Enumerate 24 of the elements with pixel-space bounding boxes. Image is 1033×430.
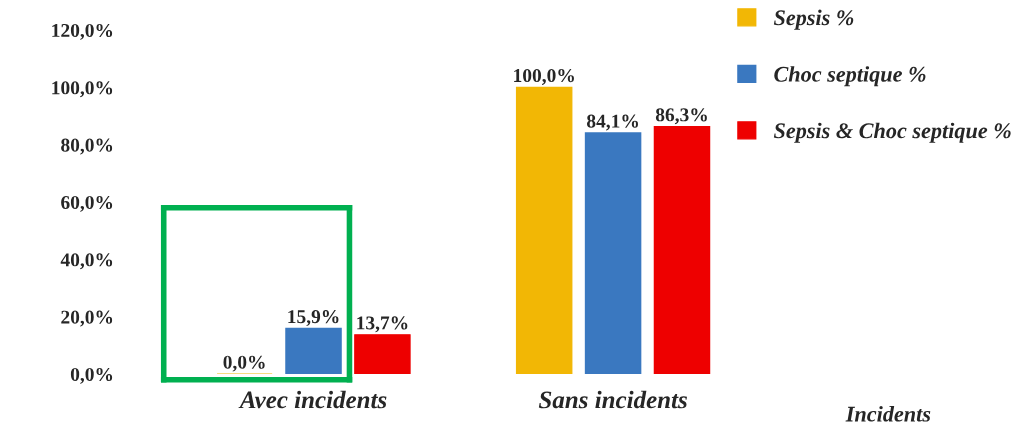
legend-label: Sepsis & Choc septique %: [773, 122, 1011, 143]
x-tick-label: Sans incidents: [538, 390, 687, 409]
data-label: 84,1%: [587, 114, 638, 131]
y-tick-label: 100,0%: [52, 81, 113, 98]
y-tick-label: 60,0%: [61, 195, 113, 212]
x-tick-label: Avec incidents: [238, 390, 387, 409]
y-tick-label: 40,0%: [60, 253, 113, 270]
y-tick-label: 0,0%: [70, 367, 113, 384]
data-label: 0,0%: [223, 355, 265, 372]
legend-label: Choc septique %: [774, 66, 926, 87]
y-tick-label: 80,0%: [61, 138, 113, 155]
bar: [354, 334, 411, 375]
data-label: 15,9%: [288, 310, 339, 326]
bar: [285, 327, 342, 375]
bar: [584, 132, 642, 375]
bar: [515, 86, 573, 375]
y-tick-label: 20,0%: [61, 310, 113, 327]
y-tick-label: 120,0%: [52, 23, 113, 40]
bar: [653, 126, 711, 375]
data-label: 86,3%: [655, 108, 707, 125]
data-label: 100,0%: [514, 68, 574, 85]
legend-label: Sepsis %: [773, 9, 854, 30]
x-axis-title: Incidents: [845, 405, 931, 422]
data-label: 13,7%: [357, 316, 408, 333]
